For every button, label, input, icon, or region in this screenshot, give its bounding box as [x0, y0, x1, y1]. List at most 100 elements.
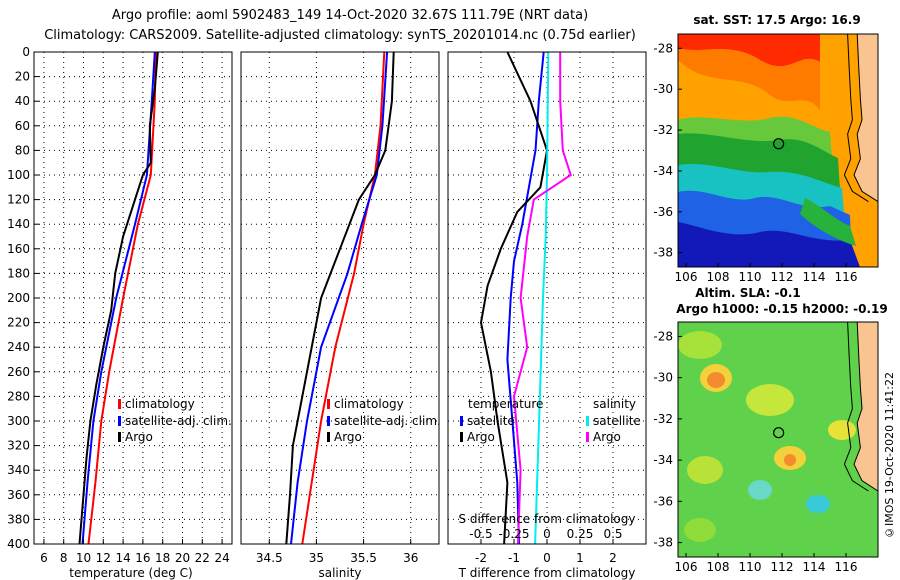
temperature-axis: 6 8 10 12 14 16 18 20 22 24 [40, 539, 230, 565]
legend-salinity-title: salinity [593, 397, 636, 411]
x-tick-label: 2 [609, 551, 617, 565]
argo-float-marker [773, 427, 785, 439]
salinity-series [285, 51, 395, 545]
depth-tick-label: 360 [7, 488, 30, 502]
x-tick-label: 22 [195, 551, 210, 565]
lon-tick-label: 112 [771, 270, 794, 284]
depth-tick-label: 120 [7, 193, 30, 207]
depth-tick-label: 400 [7, 537, 30, 551]
sst-green-tongue [800, 198, 856, 246]
series-argo [78, 51, 159, 545]
temperature-legend: climatology satellite-adj. clim. Argo [118, 397, 232, 444]
header-line-1: Argo profile: aoml 5902483_149 14-Oct-20… [112, 8, 588, 23]
depth-tick-label: 80 [15, 143, 30, 157]
sst-darkblue-band [678, 222, 860, 267]
legend-swatch-argo [327, 432, 330, 442]
legend-swatch-satellite [327, 416, 330, 426]
lon-tick-label: 106 [675, 560, 698, 574]
sst-field [678, 34, 878, 267]
lat-tick-label: -32 [653, 123, 673, 137]
sla-frame [677, 321, 879, 558]
legend-swatch-t-argo [460, 432, 463, 442]
t-difference-xlabel: T difference from climatology [458, 566, 636, 580]
lat-tick-label: -28 [653, 329, 673, 343]
imos-credit: ©IMOS 19-Oct-2020 11:41:22 [883, 372, 896, 540]
lon-tick-label: 114 [803, 560, 826, 574]
x-tick-label: 14 [115, 551, 130, 565]
x-tick-label: 18 [155, 551, 170, 565]
series-climatology [301, 51, 386, 545]
legend-satellite-adj: satellite-adj. clim. [334, 414, 441, 428]
salinity-axis: 34.5 35 35.5 36 [256, 539, 418, 565]
depth-tick-label: 200 [7, 291, 30, 305]
legend-argo: Argo [334, 430, 362, 444]
sla-cyan-blob-2 [806, 495, 830, 513]
legend-swatch-climatology [118, 399, 121, 409]
depth-tick-label: 340 [7, 463, 30, 477]
sst-map-panel: sat. SST: 17.5 Argo: 16.9 106 108 110 112 11… [653, 13, 879, 284]
sla-light-blob-2 [687, 456, 723, 484]
lon-tick-label: 106 [675, 270, 698, 284]
coastline [853, 33, 879, 203]
legend-swatch-s-argo [586, 432, 589, 442]
x-tick-label: 6 [40, 551, 48, 565]
legend-temperature-title: temperature [468, 397, 543, 411]
s-diff-tick-label: 0.5 [603, 527, 622, 541]
series-salinity-argo [512, 52, 572, 545]
depth-tick-label: 140 [7, 217, 30, 231]
sst-orange-band [678, 48, 820, 110]
x-tick-label: 35.5 [350, 551, 377, 565]
series-argo [285, 51, 395, 545]
series-temperature-satellite [506, 51, 545, 545]
x-tick-label: 24 [214, 551, 229, 565]
legend-s-argo: Argo [593, 430, 621, 444]
sla-map-panel: Altim. SLA: -0.1 Argo h1000: -0.15 h2000… [653, 286, 887, 574]
difference-legend: temperature satellite Argo salinity sate… [460, 397, 641, 444]
salinity-legend: climatology satellite-adj. clim. Argo [327, 397, 441, 444]
sla-land [773, 321, 879, 557]
salinity-frame [240, 51, 440, 545]
sst-map-title: sat. SST: 17.5 Argo: 16.9 [693, 13, 860, 27]
depth-axis: 0 20 40 60 80 100 120 140 160 180 200 220 240 260 280 3… [7, 45, 39, 551]
temperature-frame [33, 51, 233, 545]
lon-tick-label: 112 [771, 560, 794, 574]
header-line-2: Climatology: CARS2009. Satellite-adjuste… [44, 28, 636, 43]
legend-satellite-adj: satellite-adj. clim. [125, 414, 232, 428]
series-climatology [87, 51, 157, 545]
s-diff-tick-label: 0.25 [567, 527, 594, 541]
depth-tick-label: 320 [7, 439, 30, 453]
lat-tick-label: -34 [653, 453, 673, 467]
difference-series [479, 51, 572, 545]
series-temperature-argo [479, 51, 549, 545]
land-mass [854, 34, 878, 267]
difference-grid [448, 52, 646, 544]
legend-climatology: climatology [125, 397, 195, 411]
x-tick-label: -2 [475, 551, 487, 565]
series-satellite-adj-clim- [81, 51, 156, 545]
x-tick-label: 8 [60, 551, 68, 565]
x-tick-label: 1 [576, 551, 584, 565]
sla-map-title: Altim. SLA: -0.1 [695, 286, 801, 300]
depth-tick-label: 240 [7, 340, 30, 354]
legend-swatch-t-satellite [460, 416, 463, 426]
lon-tick-label: 114 [803, 270, 826, 284]
temperature-grid [34, 52, 232, 544]
lat-tick-label: -36 [653, 494, 673, 508]
s-diff-tick-label: -0.25 [498, 527, 529, 541]
x-tick-label: 34.5 [256, 551, 283, 565]
x-tick-label: 20 [175, 551, 190, 565]
salinity-panel: 34.5 35 35.5 36 salinity climatology satell… [240, 51, 441, 580]
lat-tick-label: -32 [653, 412, 673, 426]
depth-tick-label: 160 [7, 242, 30, 256]
lat-tick-label: -36 [653, 205, 673, 219]
isobath-contour [843, 321, 869, 492]
lat-tick-label: -30 [653, 371, 673, 385]
legend-argo: Argo [125, 430, 153, 444]
depth-tick-label: 280 [7, 389, 30, 403]
depth-tick-label: 0 [22, 45, 30, 59]
x-tick-label: 12 [96, 551, 111, 565]
sla-yellowgreen-blob [678, 331, 722, 359]
sla-light-blob [746, 384, 794, 416]
salinity-grid [241, 52, 439, 544]
